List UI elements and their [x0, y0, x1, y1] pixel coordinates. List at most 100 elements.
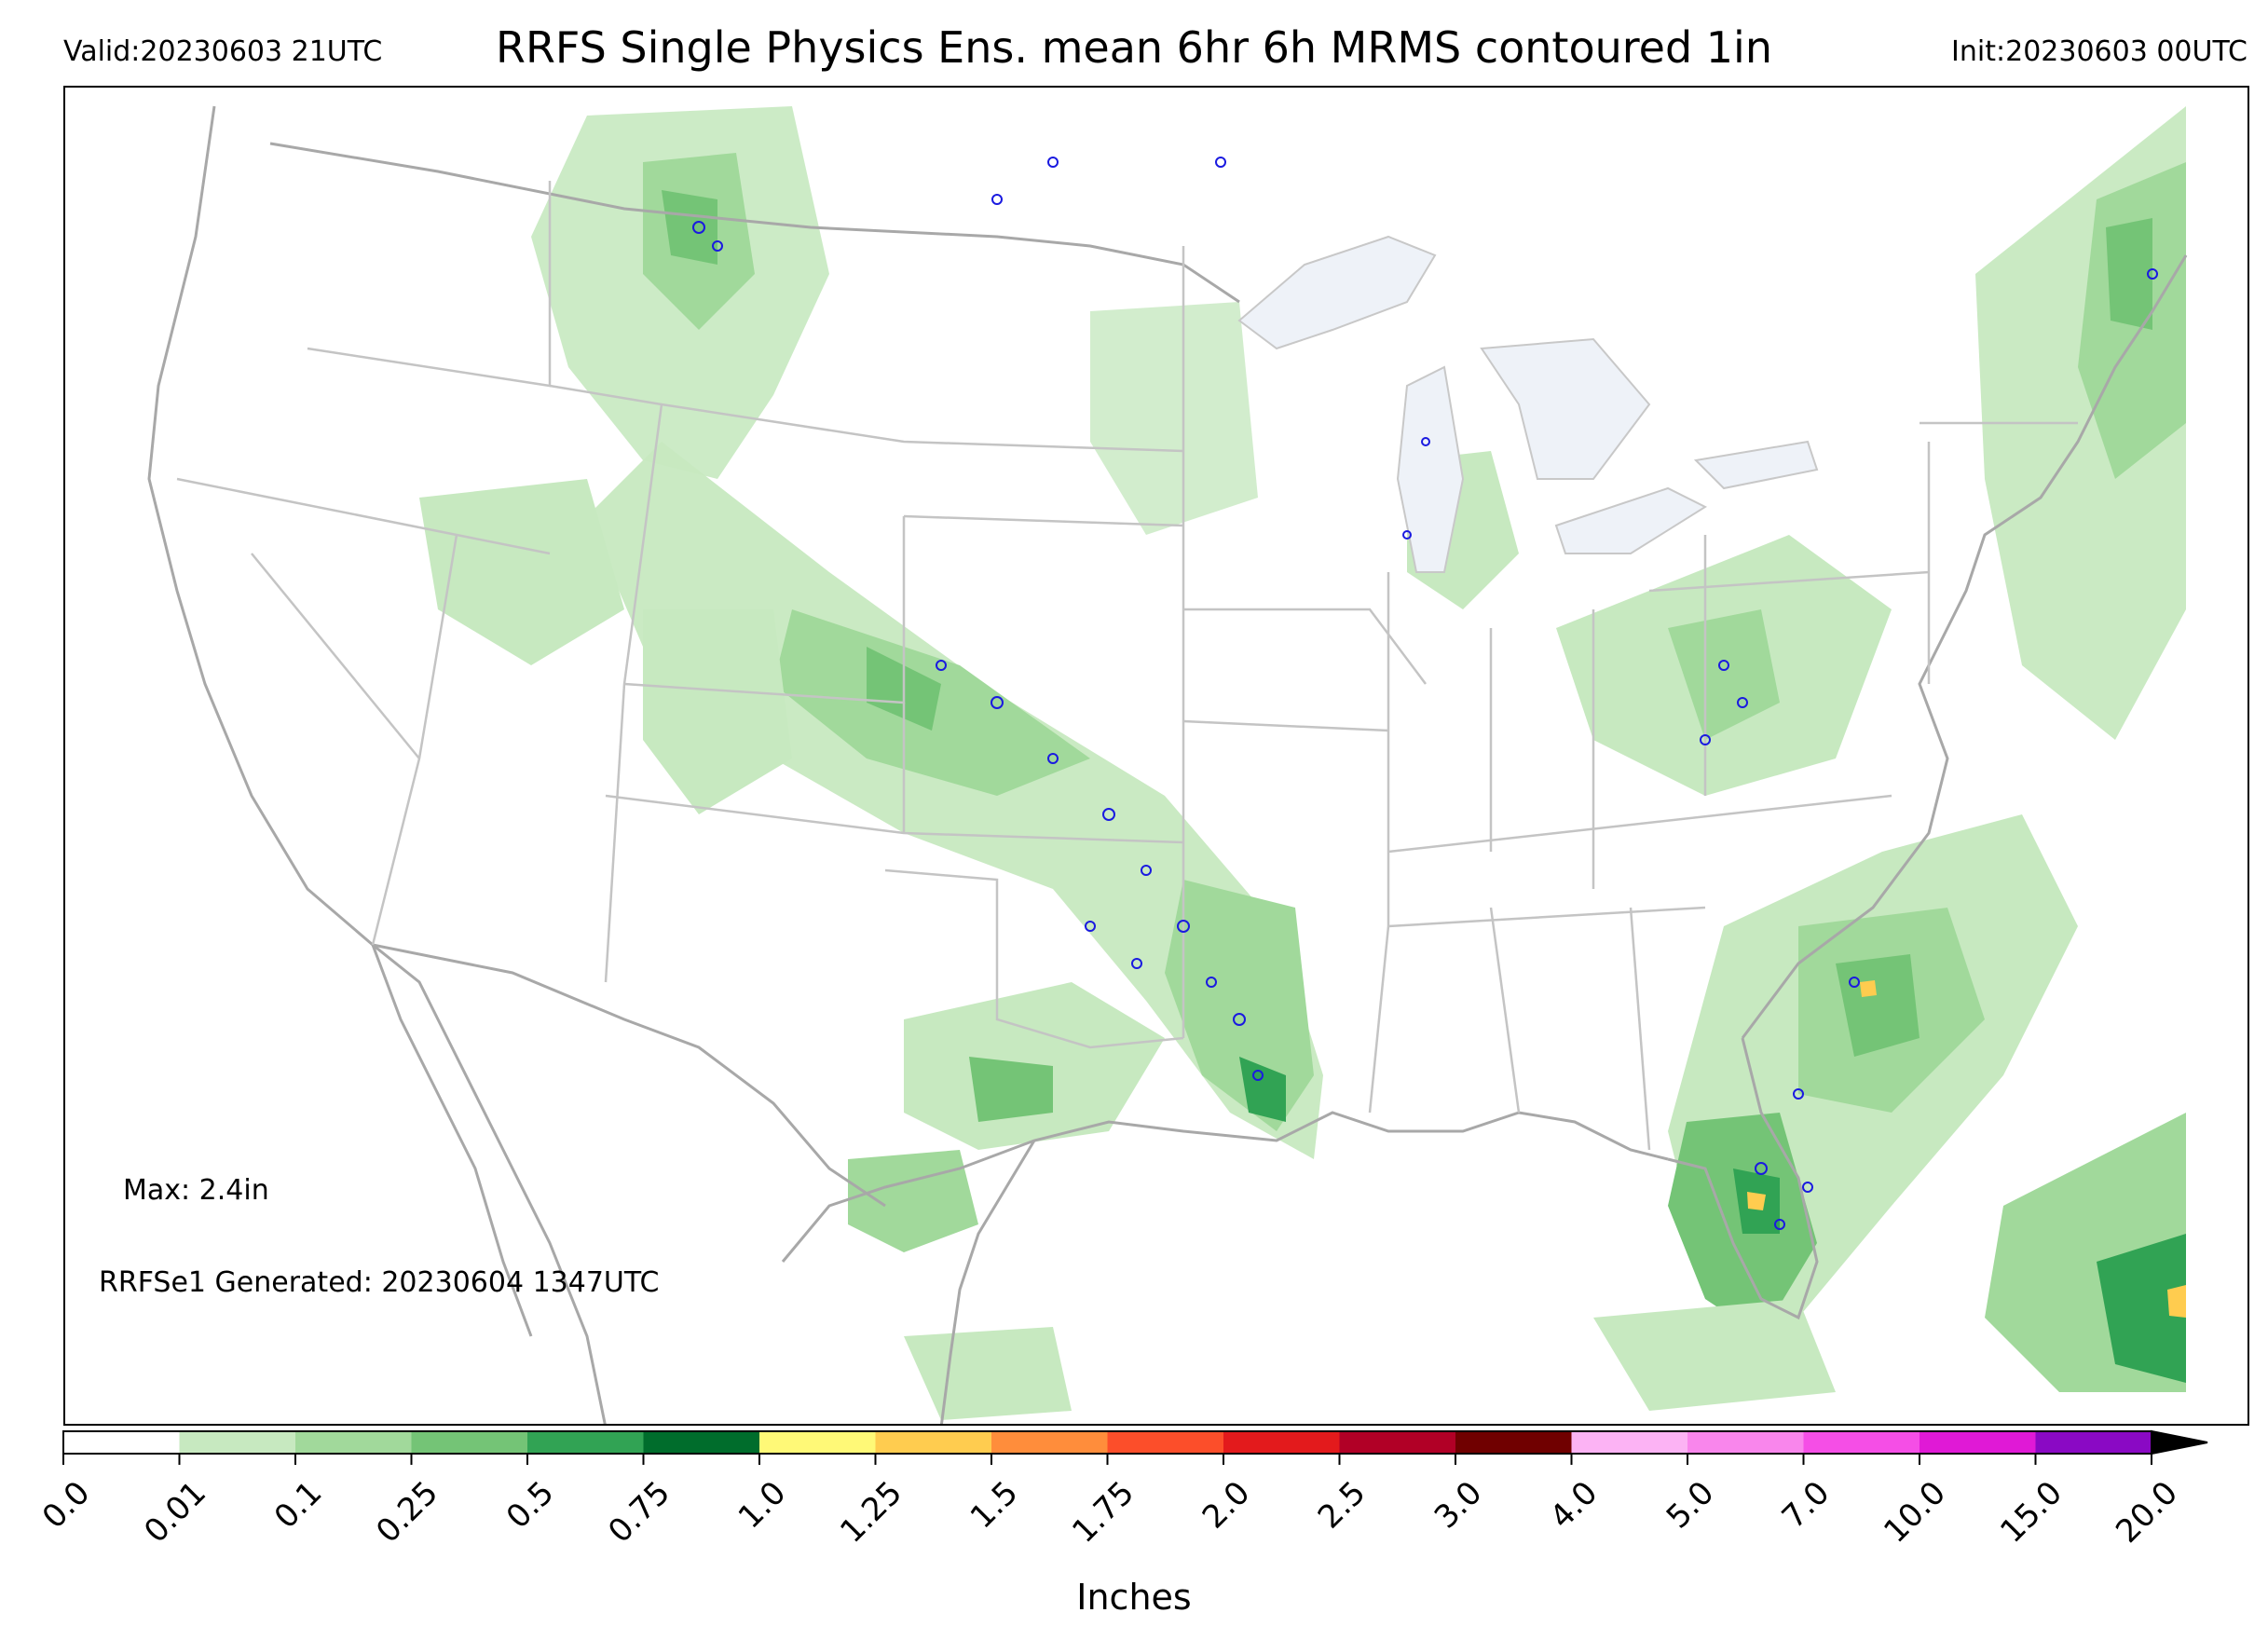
precip-area-atlantic-core: [2097, 1234, 2186, 1383]
colorbar: [62, 1429, 2208, 1465]
colorbar-cell: [643, 1431, 760, 1454]
mrms-contour: [1141, 865, 1152, 876]
colorbar-cell: [1920, 1431, 2036, 1454]
mexico-border: [372, 943, 886, 1208]
precip-layer: [419, 106, 2186, 1420]
max-value-label: Max: 2.4in: [123, 1174, 269, 1207]
precip-area-utah: [643, 609, 792, 814]
mrms-contour: [1793, 1088, 1804, 1100]
colorbar-cell: [1803, 1431, 1920, 1454]
precip-area-sw-texas: [848, 1150, 978, 1252]
precip-area-florida-peak: [1747, 1192, 1766, 1210]
texas-coast: [940, 1140, 1036, 1424]
colorbar-cell: [875, 1431, 992, 1454]
colorbar-cell: [1107, 1431, 1224, 1454]
canada-border: [269, 142, 1240, 304]
colorbar-extend-arrow: [2151, 1429, 2208, 1456]
colorbar-cell: [991, 1431, 1108, 1454]
lake-huron: [1480, 337, 1651, 480]
precip-area-carolina-peak: [1860, 980, 1877, 997]
mrms-contour: [1849, 977, 1860, 988]
mrms-contour: [1402, 530, 1412, 540]
colorbar-label: Inches: [1076, 1577, 1192, 1618]
init-time-label: Init:20230603 00UTC: [1951, 35, 2248, 68]
precip-area-appalachia-core: [1668, 609, 1780, 740]
state-border: [903, 514, 1184, 527]
state-border: [1387, 906, 1706, 928]
state-border: [1648, 570, 1930, 593]
precip-area-montana-heavy: [662, 190, 717, 265]
mrms-contour: [1802, 1182, 1813, 1193]
precip-area-dakotas: [1090, 302, 1258, 535]
map-canvas: [147, 105, 2188, 1424]
mrms-contour: [1102, 808, 1115, 821]
state-border: [251, 553, 420, 759]
mrms-contour: [1206, 977, 1217, 988]
lakes-layer: [1237, 235, 1819, 573]
colorbar-cell: [179, 1431, 296, 1454]
mrms-contour: [936, 660, 947, 671]
colorbar-cell: [1223, 1431, 1340, 1454]
mrms-contour: [1700, 734, 1711, 745]
precip-area-texas-core: [969, 1057, 1053, 1122]
colorbar-cell: [63, 1431, 180, 1454]
mrms-contour: [1421, 437, 1430, 446]
colorbar-ticks: [62, 1454, 2152, 1465]
mrms-contours-layer: [692, 157, 2158, 1230]
precip-area-atlantic-peak: [2167, 1285, 2186, 1318]
mrms-contour: [1755, 1162, 1768, 1175]
mrms-contour: [692, 221, 705, 234]
generated-timestamp-label: RRFSe1 Generated: 20230604 1347UTC: [99, 1266, 660, 1299]
state-border: [1629, 907, 1651, 1151]
coastline-layer: [147, 105, 2188, 1424]
mrms-contour: [1131, 958, 1142, 969]
colorbar-cell: [2035, 1431, 2152, 1454]
page-title: RRFS Single Physics Ens. mean 6hr 6h MRM…: [496, 22, 1772, 73]
colorbar-cell: [1455, 1431, 1572, 1454]
mrms-contour: [1085, 921, 1096, 932]
state-borders-layer: [176, 181, 2078, 1151]
colorbar-cell: [411, 1431, 528, 1454]
state-border: [1489, 907, 1521, 1114]
precip-area-new-england-heavy: [2106, 218, 2152, 330]
state-border: [549, 384, 1184, 453]
state-border: [884, 868, 1184, 1049]
colorbar-cell: [295, 1431, 412, 1454]
state-border: [1183, 608, 1427, 685]
colorbar-cell: [1687, 1431, 1804, 1454]
state-border: [1387, 794, 1892, 854]
lake-michigan: [1396, 365, 1465, 573]
precipitation-map[interactable]: Max: 2.4in RRFSe1 Generated: 20230604 13…: [63, 86, 2249, 1426]
lake-superior: [1237, 235, 1437, 350]
lake-ontario: [1693, 440, 1819, 490]
florida-coast: [1667, 1037, 1819, 1320]
colorbar-cell: [1339, 1431, 1456, 1454]
baja-coast: [371, 944, 533, 1337]
mrms-contour: [1718, 660, 1729, 671]
west-coast: [147, 105, 607, 1424]
mrms-contour: [1047, 753, 1059, 764]
lake-erie: [1554, 486, 1708, 554]
mrms-contour: [991, 696, 1004, 709]
mrms-contour: [1252, 1070, 1264, 1081]
gulf-coast: [781, 1111, 1669, 1263]
mrms-contour: [1233, 1013, 1246, 1026]
precip-area-cuba: [1593, 1299, 1836, 1411]
colorbar-cell: [1571, 1431, 1688, 1454]
precip-area-carolinas-core: [1836, 954, 1920, 1057]
mrms-contour: [1737, 697, 1748, 708]
mrms-contour: [1177, 920, 1190, 933]
precip-area-lower-mississippi-core: [1239, 1057, 1286, 1122]
east-coast: [1741, 254, 2188, 1039]
colorbar-cells: [63, 1431, 2152, 1454]
state-border: [1182, 719, 1389, 732]
mrms-contour: [1047, 157, 1059, 168]
mrms-contour: [1215, 157, 1226, 168]
mrms-contour: [991, 194, 1003, 205]
mrms-contour: [1774, 1219, 1785, 1230]
mrms-contour: [2147, 268, 2158, 280]
valid-time-label: Valid:20230603 21UTC: [63, 35, 383, 68]
mrms-contour: [712, 240, 723, 252]
colorbar-cell: [759, 1431, 876, 1454]
colorbar-cell: [527, 1431, 644, 1454]
